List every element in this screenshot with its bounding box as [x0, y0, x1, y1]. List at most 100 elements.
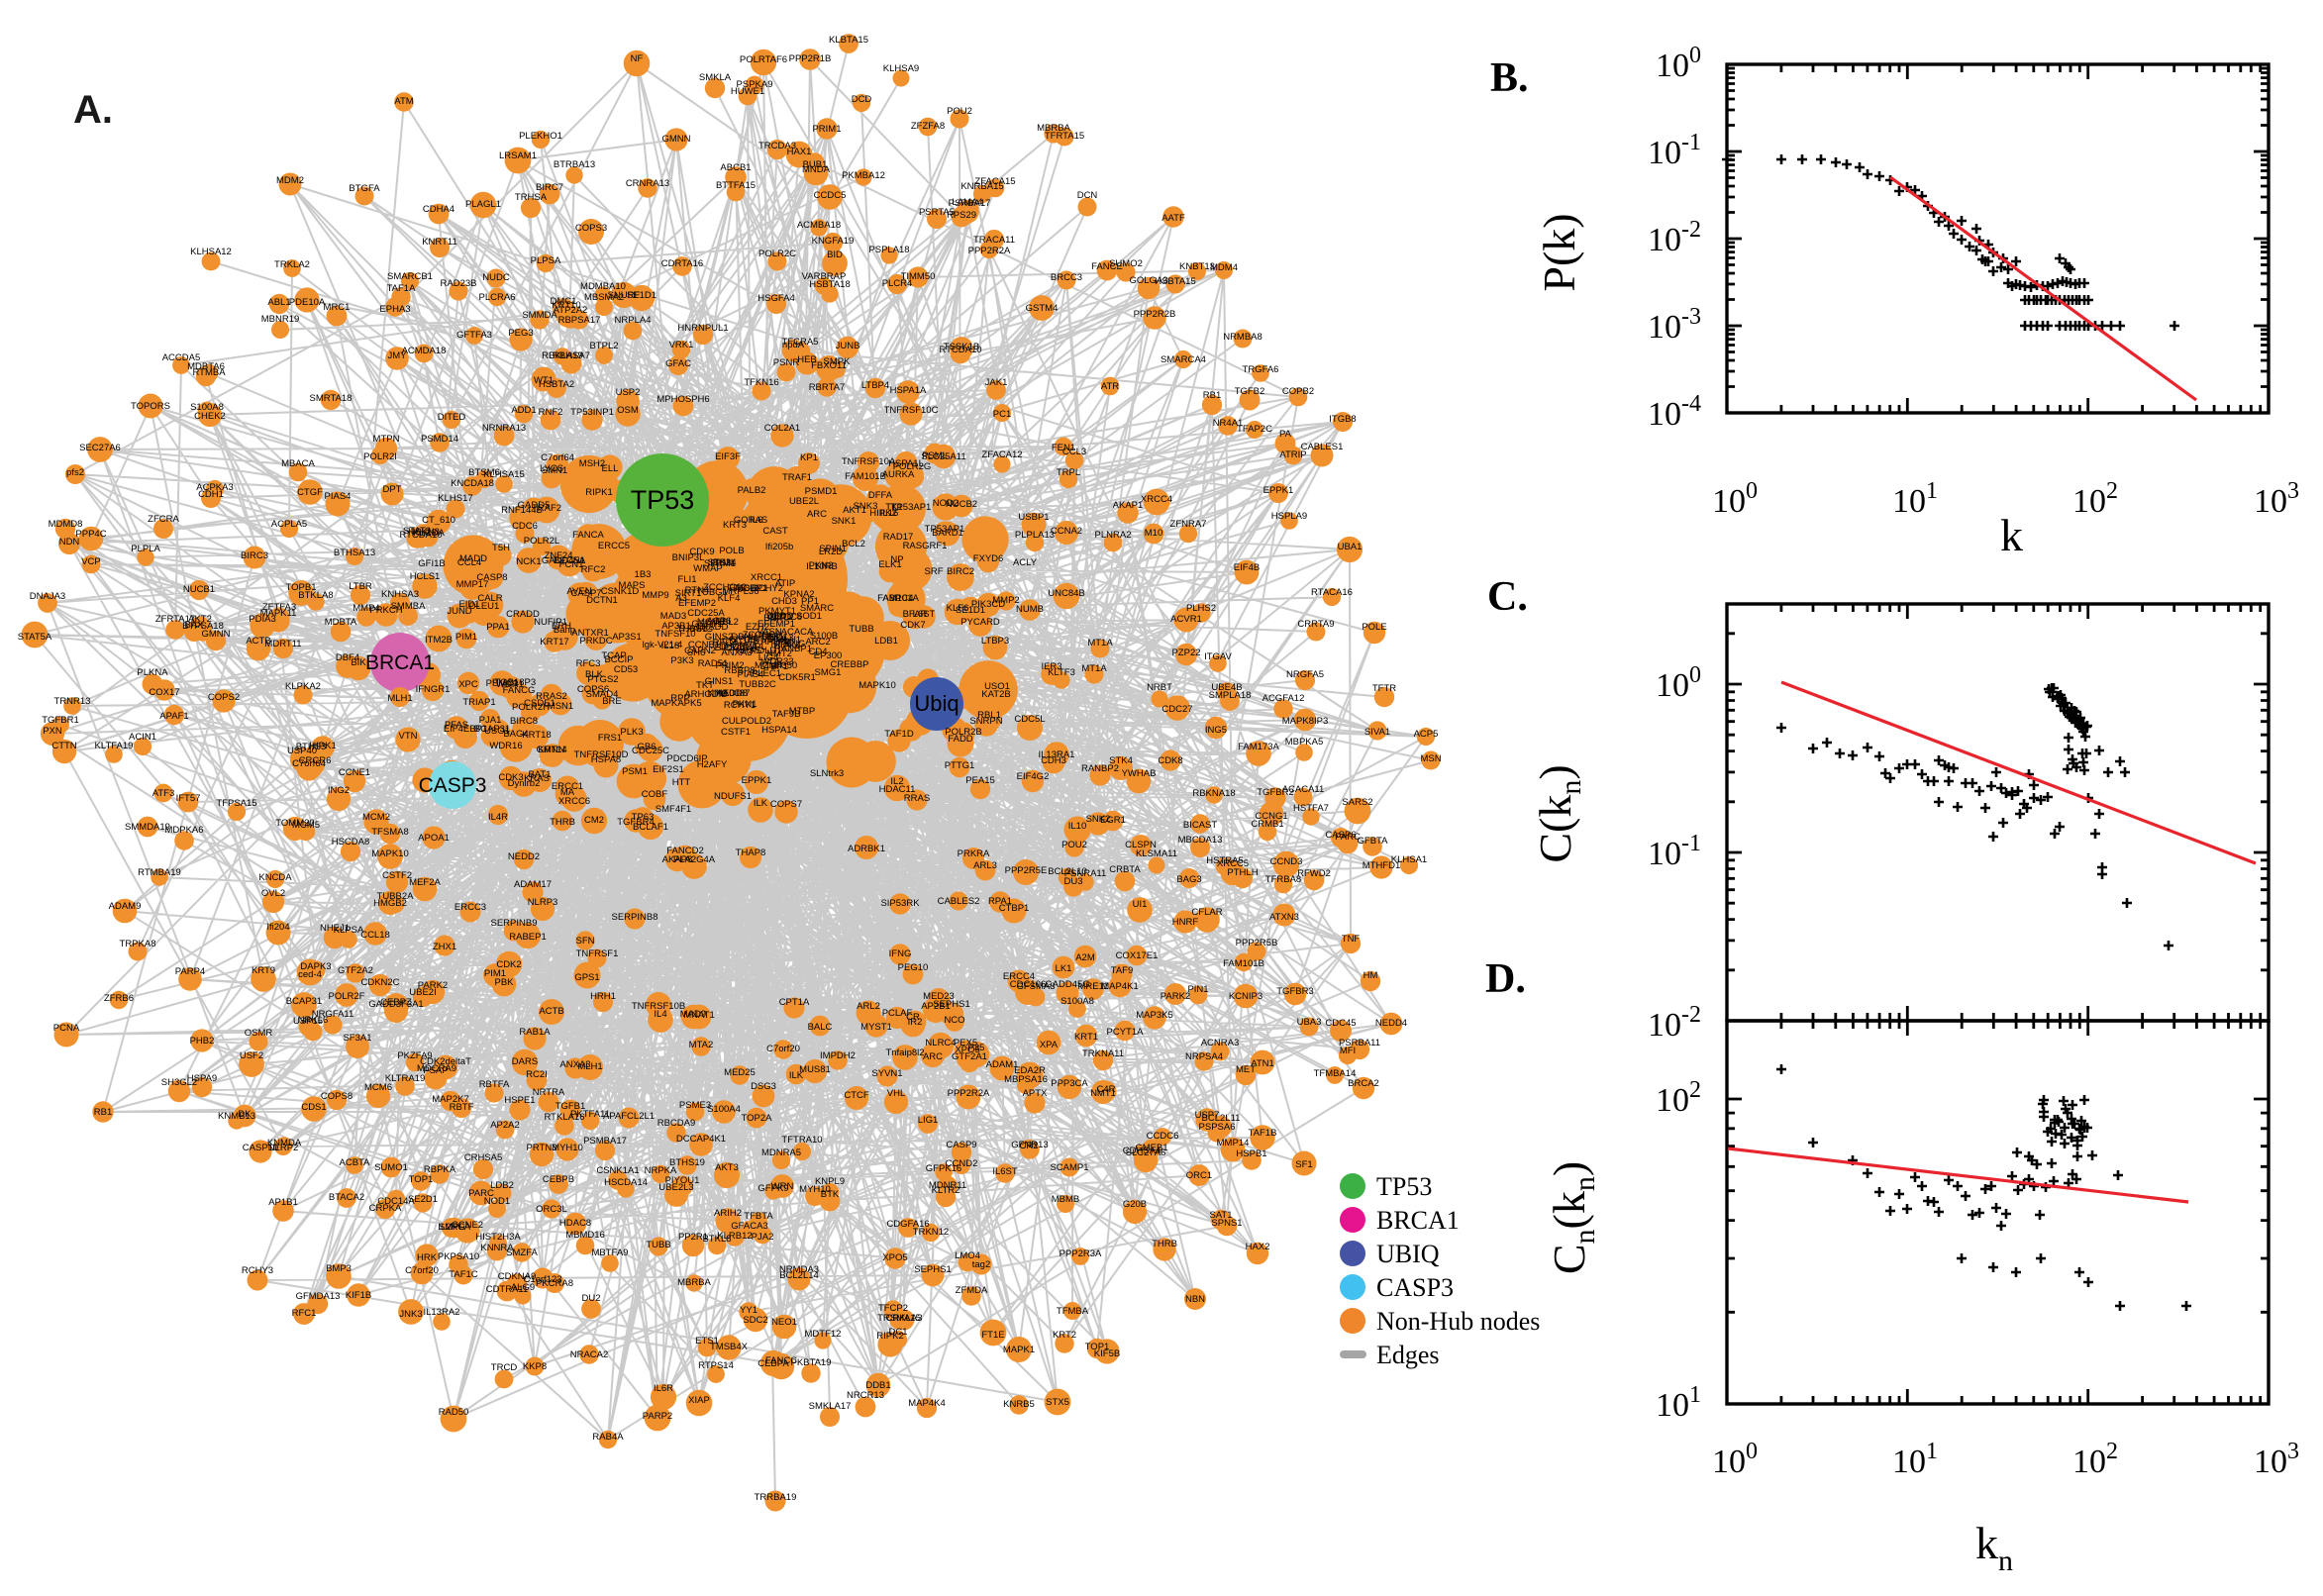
svg-text:PPP2R3A: PPP2R3A [1060, 1248, 1102, 1259]
svg-text:MA: MA [560, 787, 575, 798]
svg-text:CRMB1: CRMB1 [1251, 819, 1283, 830]
svg-text:NRGFA11: NRGFA11 [312, 1009, 354, 1020]
svg-text:PFAS: PFAS [445, 720, 468, 731]
svg-text:UBE4B: UBE4B [1211, 682, 1242, 693]
svg-text:IL6: IL6 [750, 515, 762, 526]
svg-text:MAP4K4: MAP4K4 [908, 1398, 946, 1409]
svg-text:PSMC1: PSMC1 [486, 678, 519, 689]
svg-text:TOPB1: TOPB1 [286, 582, 317, 593]
svg-text:SMRTA18: SMRTA18 [310, 393, 353, 404]
svg-text:A2M: A2M [1075, 952, 1095, 963]
svg-text:RABEP1: RABEP1 [509, 932, 547, 943]
svg-text:PIK3CD: PIK3CD [971, 599, 1005, 610]
svg-text:B.: B. [1490, 55, 1529, 101]
svg-text:MAP2K7: MAP2K7 [432, 1094, 469, 1105]
svg-text:DSG3: DSG3 [751, 1081, 776, 1092]
svg-text:SYVN1: SYVN1 [871, 1068, 902, 1079]
svg-text:BAG3: BAG3 [1176, 874, 1201, 885]
svg-text:THRB: THRB [1152, 1239, 1177, 1249]
svg-text:CDC14A: CDC14A [377, 1196, 415, 1207]
svg-text:IL2: IL2 [890, 776, 903, 787]
svg-text:HIPK2: HIPK2 [869, 508, 896, 519]
svg-text:GSPT1: GSPT1 [691, 619, 722, 630]
svg-text:POLB: POLB [719, 546, 744, 556]
svg-text:BAG4: BAG4 [503, 729, 528, 740]
svg-text:SNK3: SNK3 [854, 501, 878, 512]
svg-text:ACVR1: ACVR1 [1170, 614, 1202, 625]
svg-text:CTGF: CTGF [297, 487, 323, 498]
svg-text:T5H: T5H [492, 543, 510, 553]
svg-text:AKT1: AKT1 [843, 505, 866, 516]
svg-text:SE2D1: SE2D1 [408, 1194, 438, 1205]
svg-text:KNPL9: KNPL9 [815, 1176, 845, 1187]
svg-text:SMPK: SMPK [824, 356, 852, 367]
svg-text:MAPK1: MAPK1 [1003, 1345, 1035, 1355]
svg-text:MNAT1: MNAT1 [683, 1010, 715, 1021]
svg-text:TRPKA8: TRPKA8 [120, 939, 156, 949]
svg-text:KRAS: KRAS [524, 773, 550, 784]
svg-text:PLPLA: PLPLA [131, 544, 160, 554]
svg-text:CM2: CM2 [584, 815, 604, 826]
svg-text:YY1: YY1 [740, 1305, 758, 1316]
svg-text:MCM4: MCM4 [755, 660, 782, 671]
svg-text:KLF6: KLF6 [947, 603, 969, 614]
svg-text:HSBTA15: HSBTA15 [1155, 276, 1196, 287]
svg-text:Dynlrb2: Dynlrb2 [508, 778, 541, 789]
svg-text:VRK1: VRK1 [669, 340, 694, 350]
svg-text:NRAS: NRAS [736, 646, 761, 656]
svg-text:Banp: Banp [554, 625, 575, 636]
svg-text:CASP3: CASP3 [1376, 1273, 1454, 1302]
svg-text:RFC3: RFC3 [576, 658, 601, 669]
svg-text:TOP1: TOP1 [1085, 1342, 1110, 1352]
svg-text:PPA1: PPA1 [486, 622, 510, 633]
svg-text:MDMBA10: MDMBA10 [580, 281, 626, 292]
svg-text:TOP1: TOP1 [409, 1174, 434, 1185]
svg-text:IL10RB: IL10RB [806, 561, 838, 572]
svg-text:MTHFD1: MTHFD1 [1363, 860, 1401, 871]
svg-text:MMP2: MMP2 [992, 595, 1019, 606]
svg-text:SUMO2: SUMO2 [1109, 258, 1143, 269]
svg-text:RAD17: RAD17 [883, 532, 914, 543]
svg-text:CCDC6: CCDC6 [1147, 1131, 1179, 1142]
svg-text:YWHAB: YWHAB [1122, 768, 1157, 779]
svg-text:POLR2L: POLR2L [524, 536, 559, 547]
svg-text:CCNG1: CCNG1 [1255, 811, 1287, 822]
svg-text:CDKNA9: CDKNA9 [498, 1271, 537, 1282]
svg-text:ERCC5: ERCC5 [598, 541, 630, 551]
svg-text:Ifi205b: Ifi205b [765, 542, 794, 552]
svg-text:UBA3: UBA3 [1297, 1017, 1322, 1028]
svg-text:ADAM9: ADAM9 [109, 901, 142, 912]
svg-text:TAF1C: TAF1C [449, 1269, 478, 1280]
svg-text:CCNA2: CCNA2 [1051, 526, 1082, 537]
svg-text:HSPLA9: HSPLA9 [1271, 511, 1307, 522]
svg-text:SMARCB1: SMARCB1 [387, 271, 433, 282]
svg-text:C7orf20: C7orf20 [766, 1044, 800, 1054]
svg-text:GFSMA3: GFSMA3 [1016, 981, 1055, 992]
svg-text:FANCC: FANCC [765, 1355, 797, 1366]
svg-text:HNRNPUL1: HNRNPUL1 [677, 323, 728, 334]
svg-text:PRTN3: PRTN3 [527, 1143, 557, 1153]
svg-text:pfs2: pfs2 [66, 467, 84, 478]
svg-text:IR2: IR2 [908, 1017, 923, 1028]
svg-text:JNK3: JNK3 [399, 1309, 422, 1320]
svg-text:DPT: DPT [383, 484, 402, 495]
svg-text:RBCDA9: RBCDA9 [657, 1118, 696, 1129]
svg-text:SIP53RK: SIP53RK [880, 898, 920, 909]
svg-text:BALC: BALC [808, 1022, 833, 1033]
svg-text:10-2: 10-2 [1648, 217, 1701, 258]
svg-text:GMNN: GMNN [661, 134, 690, 145]
svg-text:TNFSF10: TNFSF10 [655, 629, 695, 640]
svg-text:NRTRA: NRTRA [533, 1087, 565, 1098]
svg-text:NCO: NCO [944, 1015, 964, 1026]
svg-text:STAT5A: STAT5A [18, 632, 52, 643]
svg-text:UBE2I: UBE2I [409, 987, 436, 998]
svg-text:FCN1: FCN1 [559, 559, 584, 570]
svg-text:TNFRSF10D: TNFRSF10D [574, 749, 629, 760]
svg-text:BRCC3: BRCC3 [1051, 272, 1082, 283]
svg-text:PIAS4: PIAS4 [325, 491, 352, 502]
svg-text:NLRP3: NLRP3 [528, 897, 558, 908]
svg-text:MSH2: MSH2 [579, 458, 605, 469]
svg-text:KRT1: KRT1 [1074, 1032, 1098, 1043]
svg-text:ILK: ILK [754, 798, 768, 809]
svg-text:TGFBR2: TGFBR2 [1257, 787, 1293, 798]
